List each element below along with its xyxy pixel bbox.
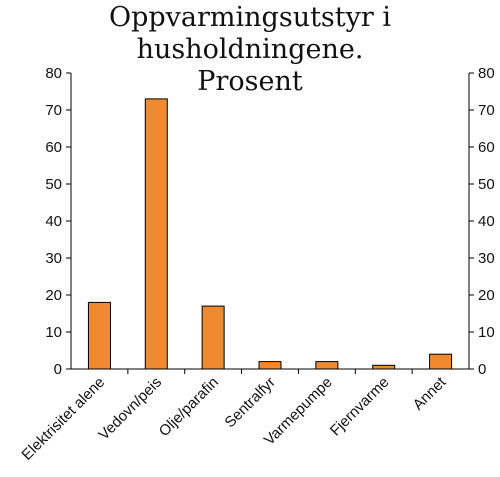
labels: 0 0 10 10 20 20 30 30 40 40 50 50 60 60 70 70 80 80 Elektr… bbox=[18, 65, 494, 464]
right-tick-label: 20 bbox=[478, 287, 495, 304]
bar bbox=[315, 361, 339, 370]
category-label: Annet bbox=[410, 373, 450, 413]
chart-title: Oppvarmingsutstyr i husholdningene. Pros… bbox=[0, 2, 500, 98]
left-tick-label: 20 bbox=[45, 287, 62, 304]
left-tick-label: 10 bbox=[45, 324, 62, 341]
left-tick-label: 40 bbox=[45, 213, 62, 230]
category-label: Sentralfyr bbox=[221, 374, 278, 431]
category-label: Elektrisitet alene bbox=[18, 374, 108, 464]
chart-subtitle: Prosent bbox=[197, 66, 303, 97]
bar bbox=[429, 353, 453, 370]
bar bbox=[201, 305, 225, 370]
left-tick-label: 70 bbox=[45, 102, 62, 119]
bar bbox=[87, 301, 111, 370]
right-tick-label: 40 bbox=[478, 213, 495, 230]
right-tick-label: 80 bbox=[478, 65, 495, 82]
bar bbox=[258, 361, 282, 370]
right-tick-label: 30 bbox=[478, 250, 495, 267]
right-tick-label: 70 bbox=[478, 102, 495, 119]
bar bbox=[372, 364, 396, 370]
chart-title-line1: Oppvarmingsutstyr i husholdningene. bbox=[108, 2, 392, 65]
left-tick-label: 30 bbox=[45, 250, 62, 267]
left-tick-label: 60 bbox=[45, 139, 62, 156]
category-label: Fjernvarme bbox=[327, 374, 393, 440]
axes bbox=[66, 72, 474, 374]
category-label: Olje/parafin bbox=[156, 374, 222, 440]
left-tick-label: 50 bbox=[45, 176, 62, 193]
right-tick-label: 50 bbox=[478, 176, 495, 193]
right-tick-label: 60 bbox=[478, 139, 495, 156]
bar bbox=[144, 98, 168, 370]
left-tick-label: 0 bbox=[54, 361, 62, 378]
right-tick-label: 0 bbox=[478, 361, 486, 378]
bars bbox=[87, 98, 453, 370]
left-tick-label: 80 bbox=[45, 65, 62, 82]
right-tick-label: 10 bbox=[478, 324, 495, 341]
